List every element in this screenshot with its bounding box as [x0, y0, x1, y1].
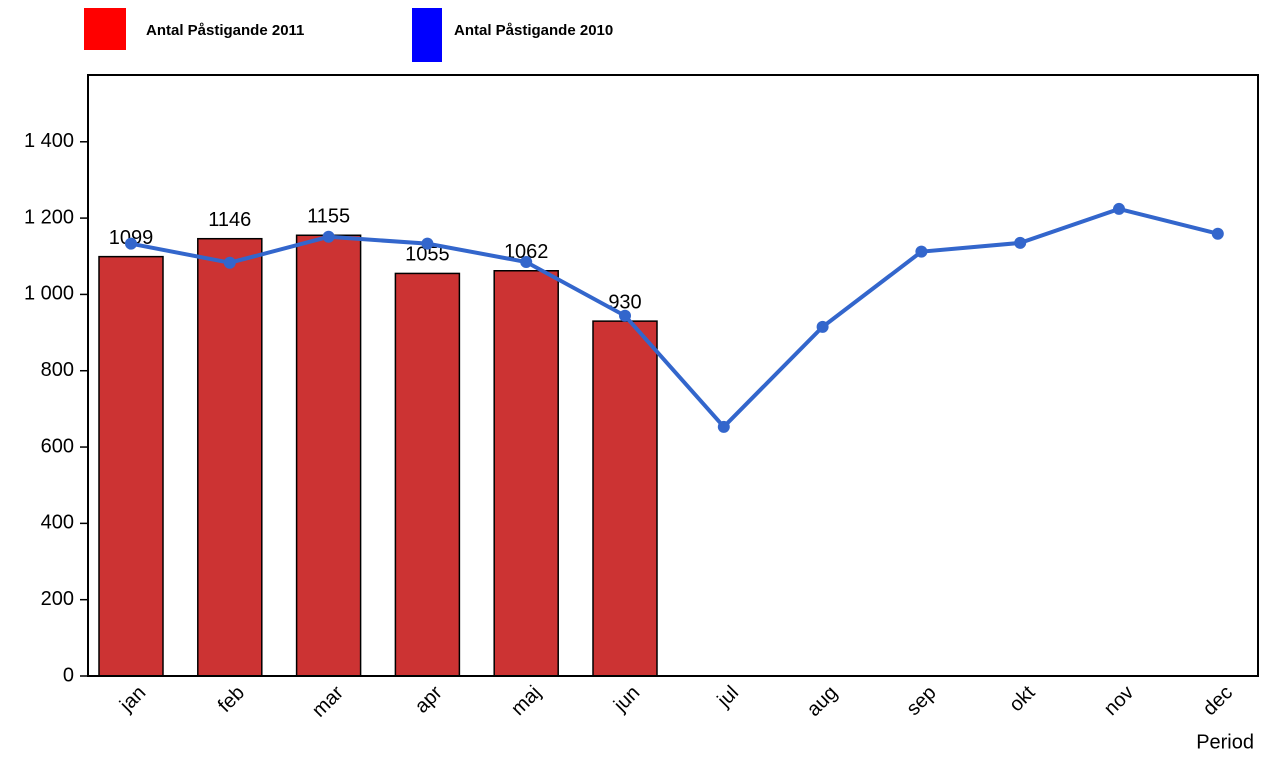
y-tick-label: 400 [41, 512, 74, 534]
y-tick-label: 200 [41, 588, 74, 610]
x-tick-label: nov [1100, 682, 1138, 720]
point [1211, 227, 1224, 240]
plot-frame [87, 74, 1259, 677]
legend-swatch [84, 8, 126, 50]
x-tick-label: jun [609, 682, 644, 717]
bar [98, 255, 164, 677]
legend-swatch [412, 8, 442, 62]
line [130, 206, 1219, 430]
x-tick-label: sep [902, 682, 940, 720]
x-tick-label: jan [115, 682, 150, 717]
bar [592, 320, 658, 677]
x-tick-label: mar [308, 681, 348, 721]
bar [493, 270, 559, 677]
y-tick-label: 1 000 [24, 283, 74, 305]
point [322, 230, 335, 243]
y-tick-label: 800 [41, 359, 74, 381]
point [1014, 236, 1027, 249]
x-tick-label: okt [1005, 681, 1040, 716]
y-tick-label: 1 400 [24, 130, 74, 152]
bar [394, 272, 461, 677]
y-tick-label: 1 200 [24, 206, 74, 228]
point [816, 320, 829, 333]
point [915, 245, 928, 258]
point [619, 309, 631, 322]
x-tick-label: dec [1199, 682, 1237, 720]
x-tick-label: jul [713, 682, 743, 712]
data-label: 1146 [208, 209, 251, 231]
bar [295, 234, 362, 677]
legend-label: Antal Påstigande 2010 [454, 22, 613, 39]
x-axis-label: Period [1196, 731, 1254, 753]
bar [197, 237, 263, 677]
point [421, 237, 434, 250]
point [125, 237, 137, 250]
x-tick-label: apr [411, 681, 447, 717]
data-label: 930 [608, 291, 641, 313]
point [520, 255, 533, 268]
data-label: 1155 [307, 206, 350, 228]
x-tick-label: maj [507, 682, 545, 720]
y-tick-label: 0 [63, 664, 74, 686]
data-label: 1062 [504, 241, 549, 263]
data-label: 1055 [405, 244, 450, 266]
point [717, 420, 730, 433]
legend-label: Antal Påstigande 2011 [146, 22, 304, 39]
point [223, 256, 236, 269]
point [1113, 202, 1125, 215]
y-tick-label: 600 [41, 435, 74, 457]
x-tick-label: aug [803, 682, 842, 721]
x-tick-label: feb [214, 682, 249, 717]
